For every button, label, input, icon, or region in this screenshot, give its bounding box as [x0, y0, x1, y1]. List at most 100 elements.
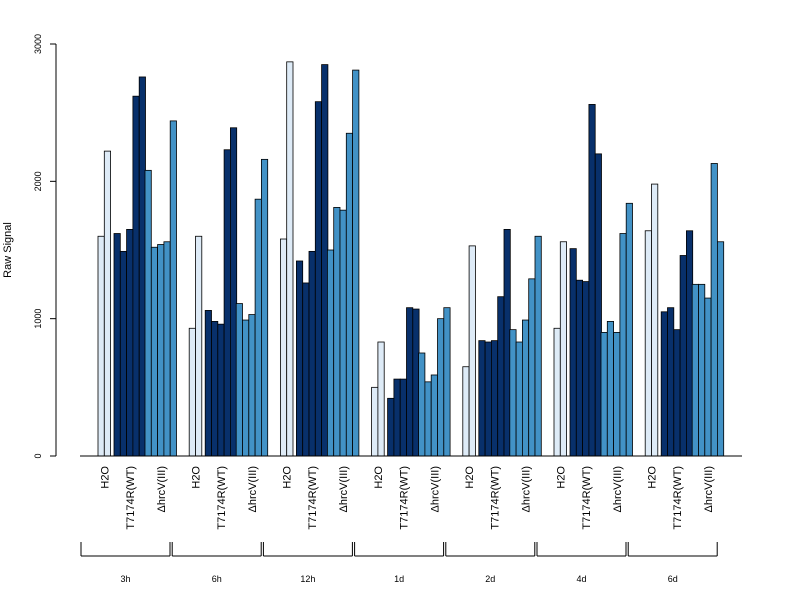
condition-label: ΔhrcV(III): [612, 466, 624, 512]
bar: [528, 278, 536, 457]
bar: [229, 127, 238, 457]
condition-label: H2O: [282, 466, 294, 489]
bar: [97, 235, 105, 457]
bar: [594, 153, 602, 457]
bar: [710, 163, 718, 457]
bar: [352, 69, 360, 457]
bar: [295, 260, 304, 457]
condition-label: T7174R(WT): [672, 466, 684, 530]
bar: [660, 311, 668, 457]
bar: [625, 202, 633, 457]
bar: [132, 95, 140, 457]
time-group-brackets: 3h 6h 12h 1d 2d 4d 6d: [80, 542, 718, 584]
condition-label: T7174R(WT): [490, 466, 502, 530]
bar: [103, 150, 112, 457]
bar: [406, 307, 414, 457]
y-axis-ticks: 0 1000 2000 3000: [33, 34, 56, 459]
bar: [339, 209, 347, 457]
time-group-label: 3h: [120, 574, 130, 584]
bar: [600, 331, 608, 457]
bar: [691, 283, 699, 457]
bar: [619, 233, 627, 457]
bar: [412, 308, 420, 457]
condition-label: H2O: [555, 466, 567, 489]
time-group-label: 2d: [485, 574, 495, 584]
bar: [478, 340, 486, 457]
bar: [217, 323, 225, 457]
bar: [534, 235, 542, 457]
condition-label: ΔhrcV(III): [521, 466, 533, 512]
bar: [679, 255, 687, 457]
bar: [126, 228, 134, 457]
time-group-label: 1d: [394, 574, 404, 584]
bar: [462, 366, 470, 457]
bar: [393, 378, 401, 457]
bar: [254, 198, 262, 457]
bar: [490, 340, 499, 457]
bar: [522, 319, 530, 457]
condition-label: T7174R(WT): [398, 466, 410, 530]
condition-label: ΔhrcV(III): [703, 466, 715, 512]
bar: [308, 250, 316, 457]
condition-label: ΔhrcV(III): [156, 466, 168, 512]
bar: [717, 241, 725, 457]
bar: [503, 228, 511, 457]
bar: [144, 169, 152, 457]
y-axis-label: Raw Signal: [2, 222, 14, 278]
bar: [169, 120, 177, 457]
bar: [437, 318, 445, 457]
bar: [371, 386, 379, 457]
bar: [588, 104, 596, 457]
bar: [260, 158, 269, 457]
bar: [188, 327, 196, 457]
bar: [345, 132, 353, 457]
condition-label: T7174R(WT): [581, 466, 593, 530]
bar: [119, 250, 128, 457]
bar: [279, 238, 288, 457]
bar: [138, 76, 146, 457]
bar: [515, 341, 523, 457]
bar: [418, 352, 426, 457]
bar: [377, 341, 385, 457]
condition-label: ΔhrcV(III): [247, 466, 259, 512]
bar: [326, 249, 335, 457]
bar: [242, 319, 250, 457]
bar: [399, 378, 407, 457]
condition-label: H2O: [647, 466, 659, 489]
bar: [559, 241, 567, 457]
bar: [497, 296, 505, 457]
bar: [302, 282, 310, 457]
bar: [575, 279, 583, 457]
bar: [248, 314, 256, 457]
bar: [673, 329, 681, 457]
condition-label: ΔhrcV(III): [338, 466, 350, 512]
bar: [553, 327, 561, 457]
y-tick-label: 0: [33, 453, 43, 458]
bar: [644, 230, 652, 457]
condition-label: H2O: [99, 466, 111, 489]
bars-layer: [97, 61, 725, 457]
y-tick-label: 1000: [33, 309, 43, 329]
bar: [430, 374, 438, 457]
bar: [204, 310, 212, 457]
bar: [704, 297, 712, 457]
bar: [667, 307, 675, 457]
condition-label: H2O: [464, 466, 476, 489]
bar: [235, 303, 243, 457]
bar: [606, 321, 614, 457]
condition-label: ΔhrcV(III): [429, 466, 441, 512]
bar: [211, 321, 219, 457]
bar: [509, 329, 517, 457]
bar: [569, 248, 577, 457]
bar: [150, 246, 159, 457]
bar: [484, 341, 492, 457]
bar: [286, 61, 294, 457]
time-group-label: 4d: [576, 574, 586, 584]
bar: [424, 381, 432, 457]
bar: [651, 183, 659, 457]
y-tick-label: 3000: [33, 34, 43, 54]
bar: [223, 149, 231, 457]
bar: [163, 241, 171, 457]
bar: [333, 207, 341, 457]
